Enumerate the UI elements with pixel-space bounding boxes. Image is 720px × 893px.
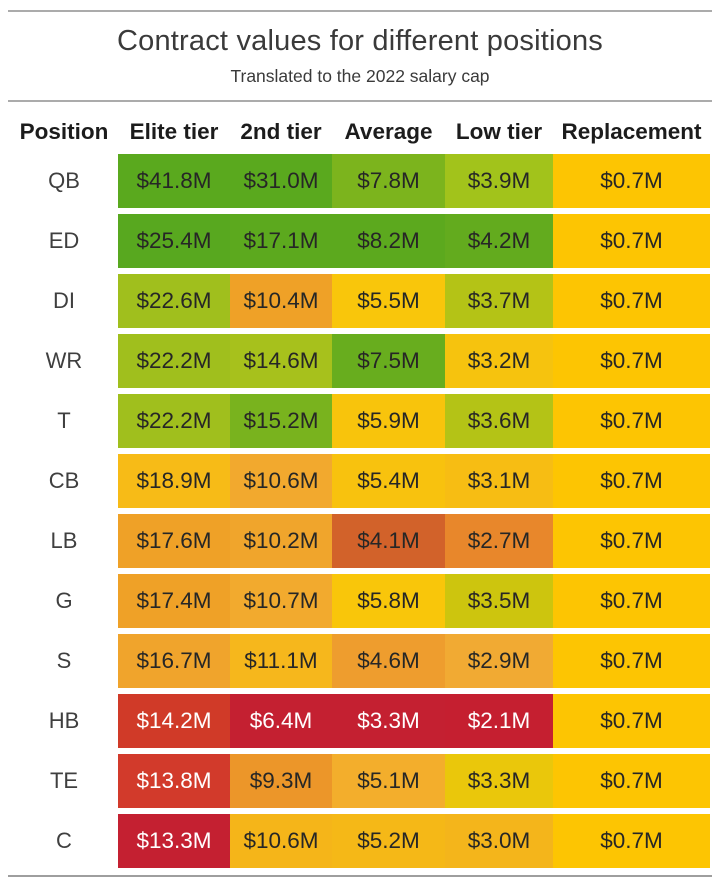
bottom-divider: [8, 875, 712, 877]
value-cell: $0.7M: [553, 274, 710, 328]
position-label: HB: [10, 694, 118, 748]
value-cell: $4.2M: [445, 214, 553, 268]
value-cell: $3.5M: [445, 574, 553, 628]
value-cell: $3.6M: [445, 394, 553, 448]
value-cell: $10.7M: [230, 574, 332, 628]
table-row: TE $13.8M $9.3M $5.1M $3.3M $0.7M: [10, 754, 710, 808]
top-divider: [8, 10, 712, 12]
value-cell: $3.3M: [445, 754, 553, 808]
value-cell: $13.3M: [118, 814, 230, 868]
value-cell: $13.8M: [118, 754, 230, 808]
table-row: S $16.7M $11.1M $4.6M $2.9M $0.7M: [10, 634, 710, 688]
value-cell: $18.9M: [118, 454, 230, 508]
position-label: S: [10, 634, 118, 688]
value-cell: $11.1M: [230, 634, 332, 688]
table-row: CB $18.9M $10.6M $5.4M $3.1M $0.7M: [10, 454, 710, 508]
position-label: DI: [10, 274, 118, 328]
value-cell: $16.7M: [118, 634, 230, 688]
position-label: T: [10, 394, 118, 448]
value-cell: $22.2M: [118, 394, 230, 448]
column-header-replacement: Replacement: [561, 119, 702, 144]
value-cell: $5.9M: [332, 394, 445, 448]
value-cell: $2.9M: [445, 634, 553, 688]
position-label: WR: [10, 334, 118, 388]
value-cell: $0.7M: [553, 214, 710, 268]
value-cell: $10.6M: [230, 454, 332, 508]
column-header-average: Average: [344, 119, 433, 144]
value-cell: $3.2M: [445, 334, 553, 388]
value-cell: $14.2M: [118, 694, 230, 748]
value-cell: $8.2M: [332, 214, 445, 268]
header-divider: [8, 100, 712, 102]
value-cell: $3.0M: [445, 814, 553, 868]
value-cell: $5.2M: [332, 814, 445, 868]
value-cell: $22.6M: [118, 274, 230, 328]
value-cell: $3.3M: [332, 694, 445, 748]
column-header-2nd-tier: 2nd tier: [240, 119, 322, 144]
value-cell: $10.6M: [230, 814, 332, 868]
value-cell: $0.7M: [553, 814, 710, 868]
column-header-position: Position: [19, 119, 109, 144]
value-cell: $4.1M: [332, 514, 445, 568]
value-cell: $4.6M: [332, 634, 445, 688]
value-cell: $3.1M: [445, 454, 553, 508]
value-cell: $5.1M: [332, 754, 445, 808]
table-row: DI $22.6M $10.4M $5.5M $3.7M $0.7M: [10, 274, 710, 328]
value-cell: $17.1M: [230, 214, 332, 268]
value-cell: $7.8M: [332, 154, 445, 208]
position-label: C: [10, 814, 118, 868]
column-header-low-tier: Low tier: [455, 119, 543, 144]
position-label: TE: [10, 754, 118, 808]
table-row: C $13.3M $10.6M $5.2M $3.0M $0.7M: [10, 814, 710, 868]
value-cell: $22.2M: [118, 334, 230, 388]
table-header: Position Elite tier 2nd tier Average Low…: [10, 110, 710, 154]
value-cell: $17.4M: [118, 574, 230, 628]
table-row: HB $14.2M $6.4M $3.3M $2.1M $0.7M: [10, 694, 710, 748]
value-cell: $25.4M: [118, 214, 230, 268]
value-cell: $5.4M: [332, 454, 445, 508]
page-subtitle: Translated to the 2022 salary cap: [230, 66, 490, 86]
value-cell: $0.7M: [553, 514, 710, 568]
infographic: Contract values for different positions …: [0, 10, 720, 893]
table-row: QB $41.8M $31.0M $7.8M $3.9M $0.7M: [10, 154, 710, 208]
value-cell: $9.3M: [230, 754, 332, 808]
table-row: ED $25.4M $17.1M $8.2M $4.2M $0.7M: [10, 214, 710, 268]
value-cell: $0.7M: [553, 154, 710, 208]
value-cell: $0.7M: [553, 694, 710, 748]
value-cell: $0.7M: [553, 574, 710, 628]
value-cell: $5.8M: [332, 574, 445, 628]
column-header-elite-tier: Elite tier: [129, 119, 219, 144]
position-label: QB: [10, 154, 118, 208]
position-label: G: [10, 574, 118, 628]
value-cell: $31.0M: [230, 154, 332, 208]
value-cell: $5.5M: [332, 274, 445, 328]
value-cell: $0.7M: [553, 394, 710, 448]
table-row: T $22.2M $15.2M $5.9M $3.6M $0.7M: [10, 394, 710, 448]
value-cell: $0.7M: [553, 454, 710, 508]
table-row: G $17.4M $10.7M $5.8M $3.5M $0.7M: [10, 574, 710, 628]
value-cell: $0.7M: [553, 754, 710, 808]
table-row: WR $22.2M $14.6M $7.5M $3.2M $0.7M: [10, 334, 710, 388]
value-cell: $0.7M: [553, 334, 710, 388]
value-cell: $14.6M: [230, 334, 332, 388]
value-cell: $17.6M: [118, 514, 230, 568]
value-cell: $2.7M: [445, 514, 553, 568]
value-cell: $7.5M: [332, 334, 445, 388]
value-cell: $10.4M: [230, 274, 332, 328]
position-label: ED: [10, 214, 118, 268]
value-cell: $6.4M: [230, 694, 332, 748]
value-cell: $10.2M: [230, 514, 332, 568]
value-cell: $41.8M: [118, 154, 230, 208]
table-row: LB $17.6M $10.2M $4.1M $2.7M $0.7M: [10, 514, 710, 568]
position-label: LB: [10, 514, 118, 568]
value-cell: $3.9M: [445, 154, 553, 208]
page-title: Contract values for different positions: [116, 25, 604, 57]
position-label: CB: [10, 454, 118, 508]
value-cell: $3.7M: [445, 274, 553, 328]
value-cell: $15.2M: [230, 394, 332, 448]
value-cell: $2.1M: [445, 694, 553, 748]
value-cell: $0.7M: [553, 634, 710, 688]
table-body: QB $41.8M $31.0M $7.8M $3.9M $0.7M ED $25.4M $17…: [0, 154, 720, 868]
